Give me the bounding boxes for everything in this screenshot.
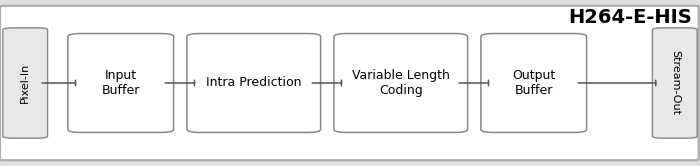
Text: Variable Length
Coding: Variable Length Coding <box>352 69 449 97</box>
Text: Stream-Out: Stream-Out <box>670 50 680 116</box>
Text: Output
Buffer: Output Buffer <box>512 69 555 97</box>
FancyBboxPatch shape <box>334 34 468 132</box>
FancyBboxPatch shape <box>0 6 699 160</box>
FancyBboxPatch shape <box>652 28 697 138</box>
Text: Input
Buffer: Input Buffer <box>102 69 140 97</box>
FancyBboxPatch shape <box>187 34 321 132</box>
Text: Pixel-In: Pixel-In <box>20 63 30 103</box>
FancyBboxPatch shape <box>481 34 587 132</box>
Text: H264-E-HIS: H264-E-HIS <box>568 8 692 27</box>
Text: Intra Prediction: Intra Prediction <box>206 77 302 89</box>
FancyBboxPatch shape <box>68 34 174 132</box>
FancyBboxPatch shape <box>3 28 48 138</box>
